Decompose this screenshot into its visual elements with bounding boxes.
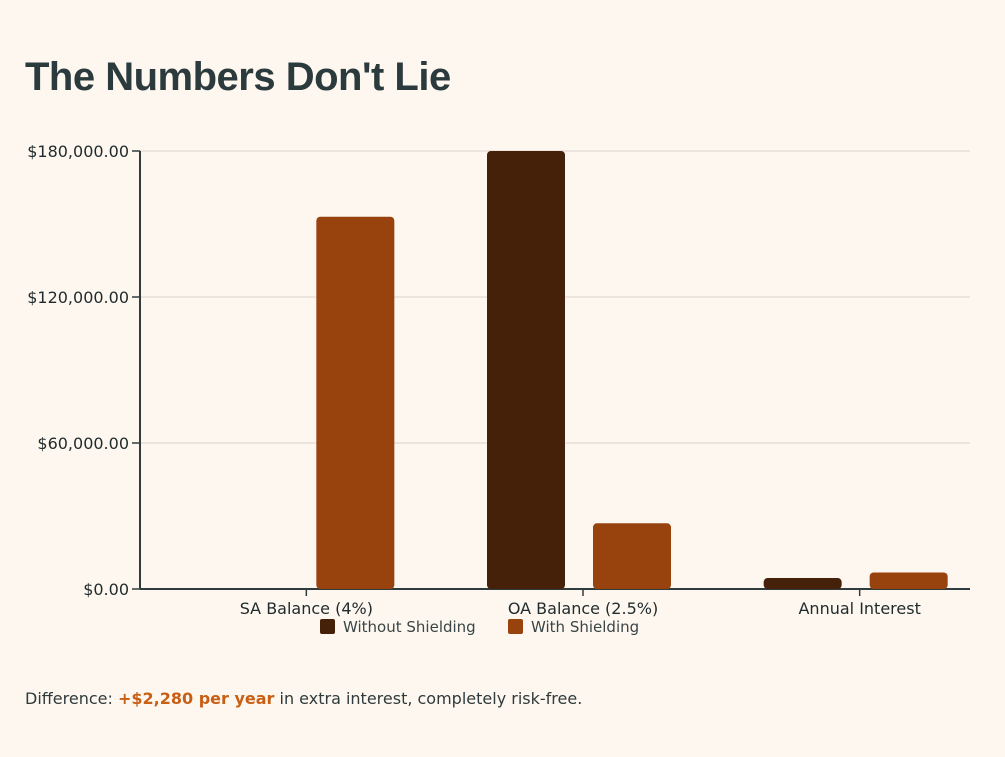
difference-prefix: Difference: — [25, 689, 118, 708]
bar — [869, 572, 948, 589]
chart-title: The Numbers Don't Lie — [25, 55, 451, 99]
bar — [593, 523, 671, 589]
difference-highlight: +$2,280 per year — [117, 689, 275, 708]
x-tick-label: OA Balance (2.5%) — [508, 599, 658, 618]
legend-swatch — [320, 619, 335, 634]
legend-label: Without Shielding — [343, 618, 476, 636]
y-tick-label: $0.00 — [83, 580, 129, 599]
y-tick-label: $120,000.00 — [27, 288, 129, 307]
y-tick-label: $180,000.00 — [27, 142, 129, 161]
bar — [763, 578, 842, 589]
legend-label: With Shielding — [531, 618, 639, 636]
difference-suffix: in extra interest, completely risk-free. — [274, 689, 583, 708]
y-tick-label: $60,000.00 — [37, 434, 129, 453]
x-tick-label: SA Balance (4%) — [240, 599, 373, 618]
bar — [487, 151, 565, 589]
x-tick-label: Annual Interest — [798, 599, 920, 618]
difference-note: Difference: +$2,280 per year in extra in… — [25, 689, 582, 708]
bar-chart: $0.00 $60,000.00 $120,000.00 $180,000.00 SA … — [27, 142, 970, 636]
legend-swatch — [508, 619, 523, 634]
bar — [316, 216, 395, 589]
